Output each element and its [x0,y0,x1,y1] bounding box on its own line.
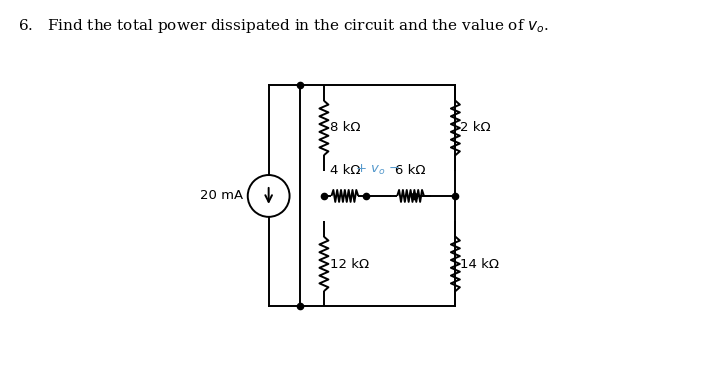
Text: + $v_o$ −: + $v_o$ − [355,163,400,177]
Text: 20 mA: 20 mA [200,189,244,203]
Text: 2 kΩ: 2 kΩ [460,121,491,134]
Text: 8 kΩ: 8 kΩ [330,121,360,134]
Text: 12 kΩ: 12 kΩ [330,258,369,271]
Text: 14 kΩ: 14 kΩ [460,258,499,271]
Text: 6 kΩ: 6 kΩ [395,163,426,177]
Text: 4 kΩ: 4 kΩ [329,163,360,177]
Text: 6.   Find the total power dissipated in the circuit and the value of $v_o$.: 6. Find the total power dissipated in th… [18,17,548,35]
